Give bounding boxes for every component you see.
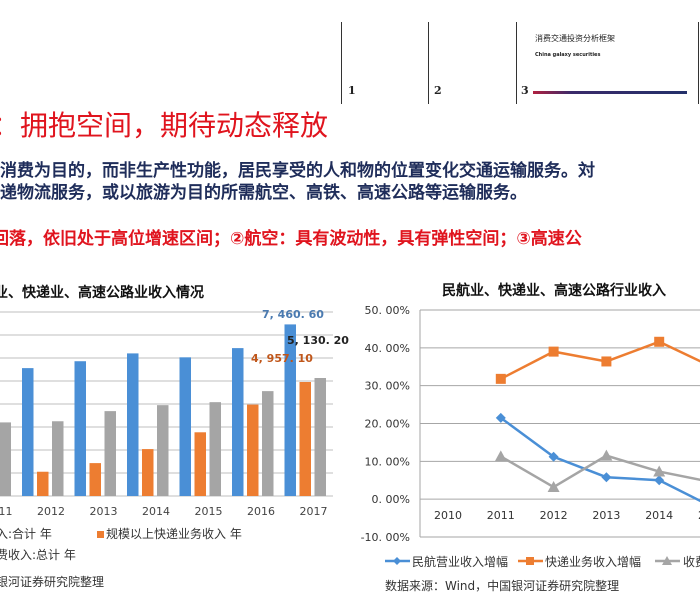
triangle-marker-icon — [547, 481, 560, 493]
x-tick-label: 2014 — [645, 509, 673, 522]
bar-2013-series-2 — [104, 411, 116, 496]
data-label: 7, 460. 60 — [262, 308, 324, 321]
y-tick-label: -10. 00% — [361, 531, 410, 544]
y-tick-label: 0. 00% — [372, 493, 410, 506]
nav-item-3[interactable]: 3 — [521, 84, 529, 97]
x-tick-label: 2010 — [434, 509, 462, 522]
diamond-marker-icon — [495, 412, 506, 423]
bar-2016-series-2 — [262, 391, 274, 496]
bar-2014-series-0 — [127, 353, 139, 496]
bar-2014-series-2 — [157, 405, 169, 496]
bar-2015-series-2 — [209, 402, 221, 496]
square-marker-icon — [495, 373, 506, 384]
data-label: 4, 957. 10 — [251, 352, 313, 365]
legend-label: 规模以上快递业务收入 年 — [106, 527, 242, 541]
triangle-marker-icon — [653, 465, 666, 477]
square-marker-icon — [548, 346, 559, 357]
x-tick-label: 2012 — [540, 509, 568, 522]
square-marker-icon — [654, 336, 665, 347]
left-legend-item: 规模以上快递业务收入 年 — [97, 525, 242, 542]
section-subtitle: China galaxy securities — [535, 52, 601, 58]
legend-triangle-icon — [662, 556, 672, 565]
nav-divider — [516, 22, 517, 104]
nav-divider — [428, 22, 429, 104]
y-tick-label: 40. 00% — [365, 342, 410, 355]
bar-2015-series-1 — [194, 432, 206, 496]
right-legend-item: 快递业务收入增幅 — [545, 555, 642, 569]
right-legend-item: 收费 — [683, 555, 700, 569]
nav-item-1[interactable]: 1 — [348, 84, 356, 97]
page-title: ：拥抱空间，期待动态释放 — [0, 109, 329, 142]
legend-diamond-icon — [393, 557, 401, 565]
x-tick-label: 2014 — [142, 505, 170, 518]
x-tick-label: 2016 — [247, 505, 275, 518]
x-tick-label: 2012 — [37, 505, 65, 518]
y-tick-label: 10. 00% — [365, 455, 410, 468]
square-marker-icon — [601, 356, 612, 367]
diamond-marker-icon — [654, 475, 665, 486]
bar-2013-series-1 — [89, 463, 101, 496]
section-title: 消费交通投资分析框架 — [535, 34, 615, 43]
body-text-line: 递物流服务，或以旅游为目的所需航空、高铁、高速公路等运输服务。 — [0, 183, 527, 203]
x-tick-label: 2017 — [300, 505, 328, 518]
bar-2012-series-0 — [22, 368, 34, 496]
x-tick-label: 2013 — [90, 505, 118, 518]
bar-2017-series-1 — [299, 381, 311, 496]
x-tick-label: 2015 — [698, 509, 700, 522]
bar-2017-series-0 — [284, 324, 296, 496]
right-legend-item: 民航营业收入增幅 — [412, 555, 509, 569]
y-tick-label: 20. 00% — [365, 418, 410, 431]
bar-2016-series-0 — [232, 348, 244, 496]
y-tick-label: 30. 00% — [365, 380, 410, 393]
bar-2017-series-2 — [314, 378, 326, 496]
y-tick-label: 50. 00% — [365, 304, 410, 317]
series-line-2 — [500, 454, 700, 489]
highlight-text: 回落，依旧处于高位增速区间；②航空：具有波动性，具有弹性空间；③高速公 — [0, 229, 582, 249]
active-section-bar — [533, 91, 687, 94]
legend-swatch-icon — [97, 531, 104, 538]
x-tick-label: 2011 — [0, 505, 13, 518]
body-text-line: 消费为目的，而非生产性功能，居民享受的人和物的位置变化交通运输服务。対 — [0, 161, 595, 181]
bar-2015-series-0 — [179, 357, 191, 496]
triangle-marker-icon — [600, 449, 613, 461]
series-line-0 — [500, 416, 700, 503]
bar-2014-series-1 — [142, 449, 154, 496]
left-legend-item: 入:合计 年 — [0, 527, 52, 541]
right-chart-source: 数据来源：Wind，中国银河证券研究院整理 — [385, 579, 620, 593]
bar-2016-series-1 — [247, 404, 259, 496]
x-tick-label: 2011 — [487, 509, 515, 522]
x-tick-label: 2013 — [592, 509, 620, 522]
left-chart-source: 银河证券研究院整理 — [0, 575, 105, 589]
nav-divider — [698, 22, 699, 104]
diamond-marker-icon — [601, 472, 612, 483]
x-tick-label: 2015 — [195, 505, 223, 518]
triangle-marker-icon — [494, 450, 507, 462]
bar-2012-series-2 — [52, 421, 64, 496]
legend-square-icon — [526, 557, 534, 565]
left-legend-item: 费收入:总计 年 — [0, 548, 76, 562]
nav-item-2[interactable]: 2 — [434, 84, 442, 97]
nav-divider — [341, 22, 342, 104]
bar-2012-series-1 — [37, 471, 49, 496]
bar-2013-series-0 — [74, 361, 86, 496]
diamond-marker-icon — [548, 451, 559, 462]
bar-2011-series-2 — [0, 422, 11, 496]
right-chart-title: 民航业、快递业、高速公路行业收入 — [442, 283, 666, 299]
data-label: 5, 130. 20 — [287, 334, 349, 347]
left-chart-title: 业、快递业、高速公路业收入情况 — [0, 285, 204, 301]
